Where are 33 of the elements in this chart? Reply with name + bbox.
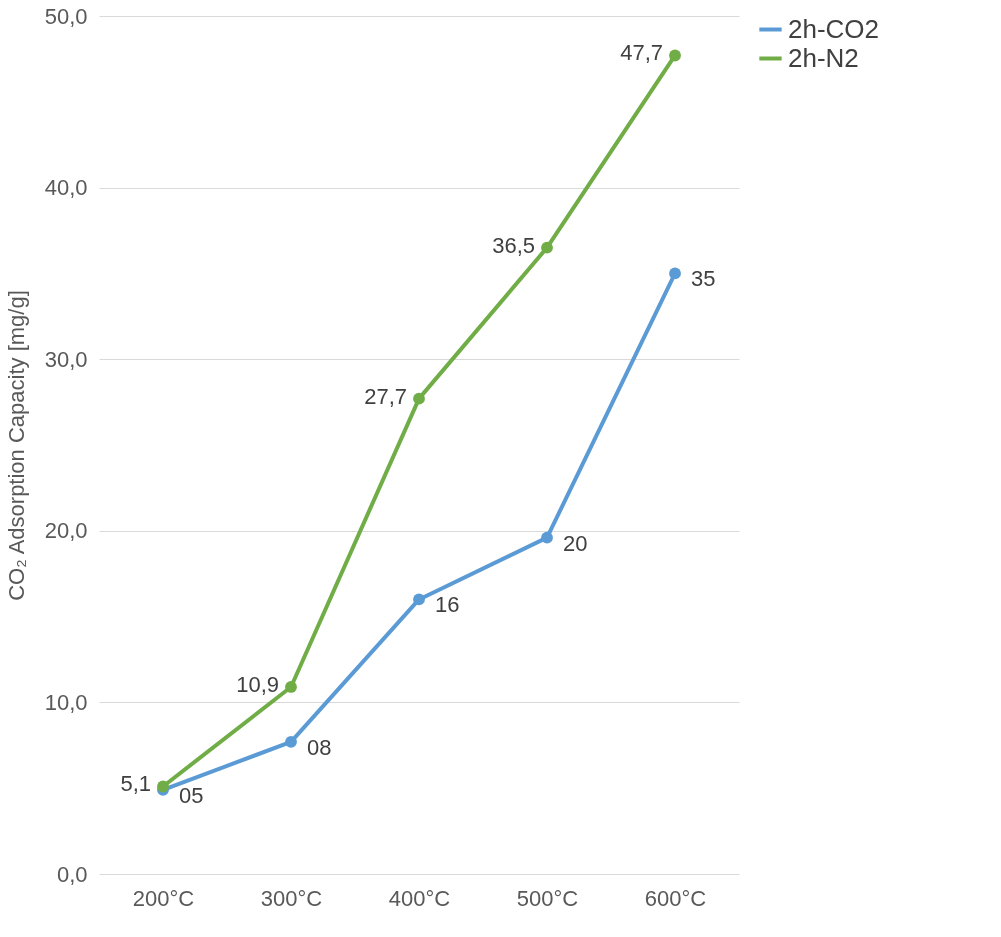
data-label: 05: [179, 782, 204, 808]
data-label: 16: [435, 592, 460, 618]
data-label: 47,7: [620, 40, 663, 66]
x-tick-label: 400°C: [388, 885, 451, 911]
x-tick-label: 200°C: [132, 885, 195, 911]
y-tick-label: 30,0: [44, 346, 88, 372]
legend-label: 2h-CO2: [788, 13, 880, 44]
data-label: 20: [563, 530, 588, 556]
y-tick-label: 40,0: [44, 175, 88, 201]
data-label: 27,7: [364, 383, 407, 409]
data-label: 36,5: [492, 232, 535, 258]
data-label: 08: [307, 734, 332, 760]
data-label: 35: [691, 266, 716, 292]
point: [669, 267, 681, 280]
point: [157, 780, 169, 793]
x-tick-label: 600°C: [644, 885, 707, 911]
x-tick-label: 500°C: [516, 885, 579, 911]
y-tick-label: 50,0: [44, 3, 88, 29]
point: [413, 392, 425, 405]
data-label: 5,1: [120, 771, 151, 797]
x-tick-label: 300°C: [260, 885, 323, 911]
y-axis-title: CO₂ Adsorption Capacity [mg/g]: [3, 290, 29, 601]
point: [541, 531, 553, 544]
point: [669, 49, 681, 62]
y-tick-label: 0,0: [56, 861, 88, 887]
data-label: 10,9: [236, 671, 279, 697]
point: [285, 681, 297, 693]
point: [285, 735, 297, 748]
point: [541, 241, 553, 254]
legend-label: 2h-N2: [788, 42, 859, 73]
y-tick-label: 20,0: [44, 518, 88, 544]
y-tick-label: 10,0: [44, 689, 88, 715]
point: [413, 593, 425, 606]
